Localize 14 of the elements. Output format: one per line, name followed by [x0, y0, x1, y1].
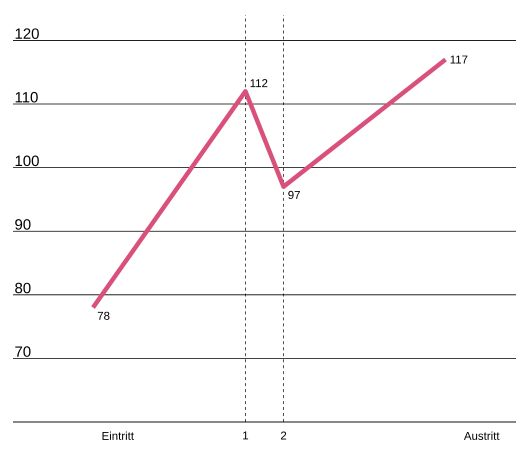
y-tick-label: 80 — [15, 282, 31, 294]
x-tick-label: 1 — [243, 432, 248, 440]
y-tick-label: 100 — [16, 156, 39, 166]
x-tick-label: Austritt — [464, 432, 500, 440]
data-label: 97 — [288, 190, 300, 200]
data-label: 117 — [450, 56, 468, 64]
y-tick-label: 90 — [15, 219, 31, 230]
y-tick-label: 110 — [16, 92, 38, 103]
x-tick-label: Eintritt — [102, 432, 134, 440]
x-tick-label: 2 — [280, 432, 286, 440]
data-label: 112 — [250, 79, 268, 88]
y-tick-label: 120 — [16, 28, 39, 39]
y-tick-label: 70 — [15, 346, 31, 357]
data-label: 78 — [98, 312, 110, 320]
